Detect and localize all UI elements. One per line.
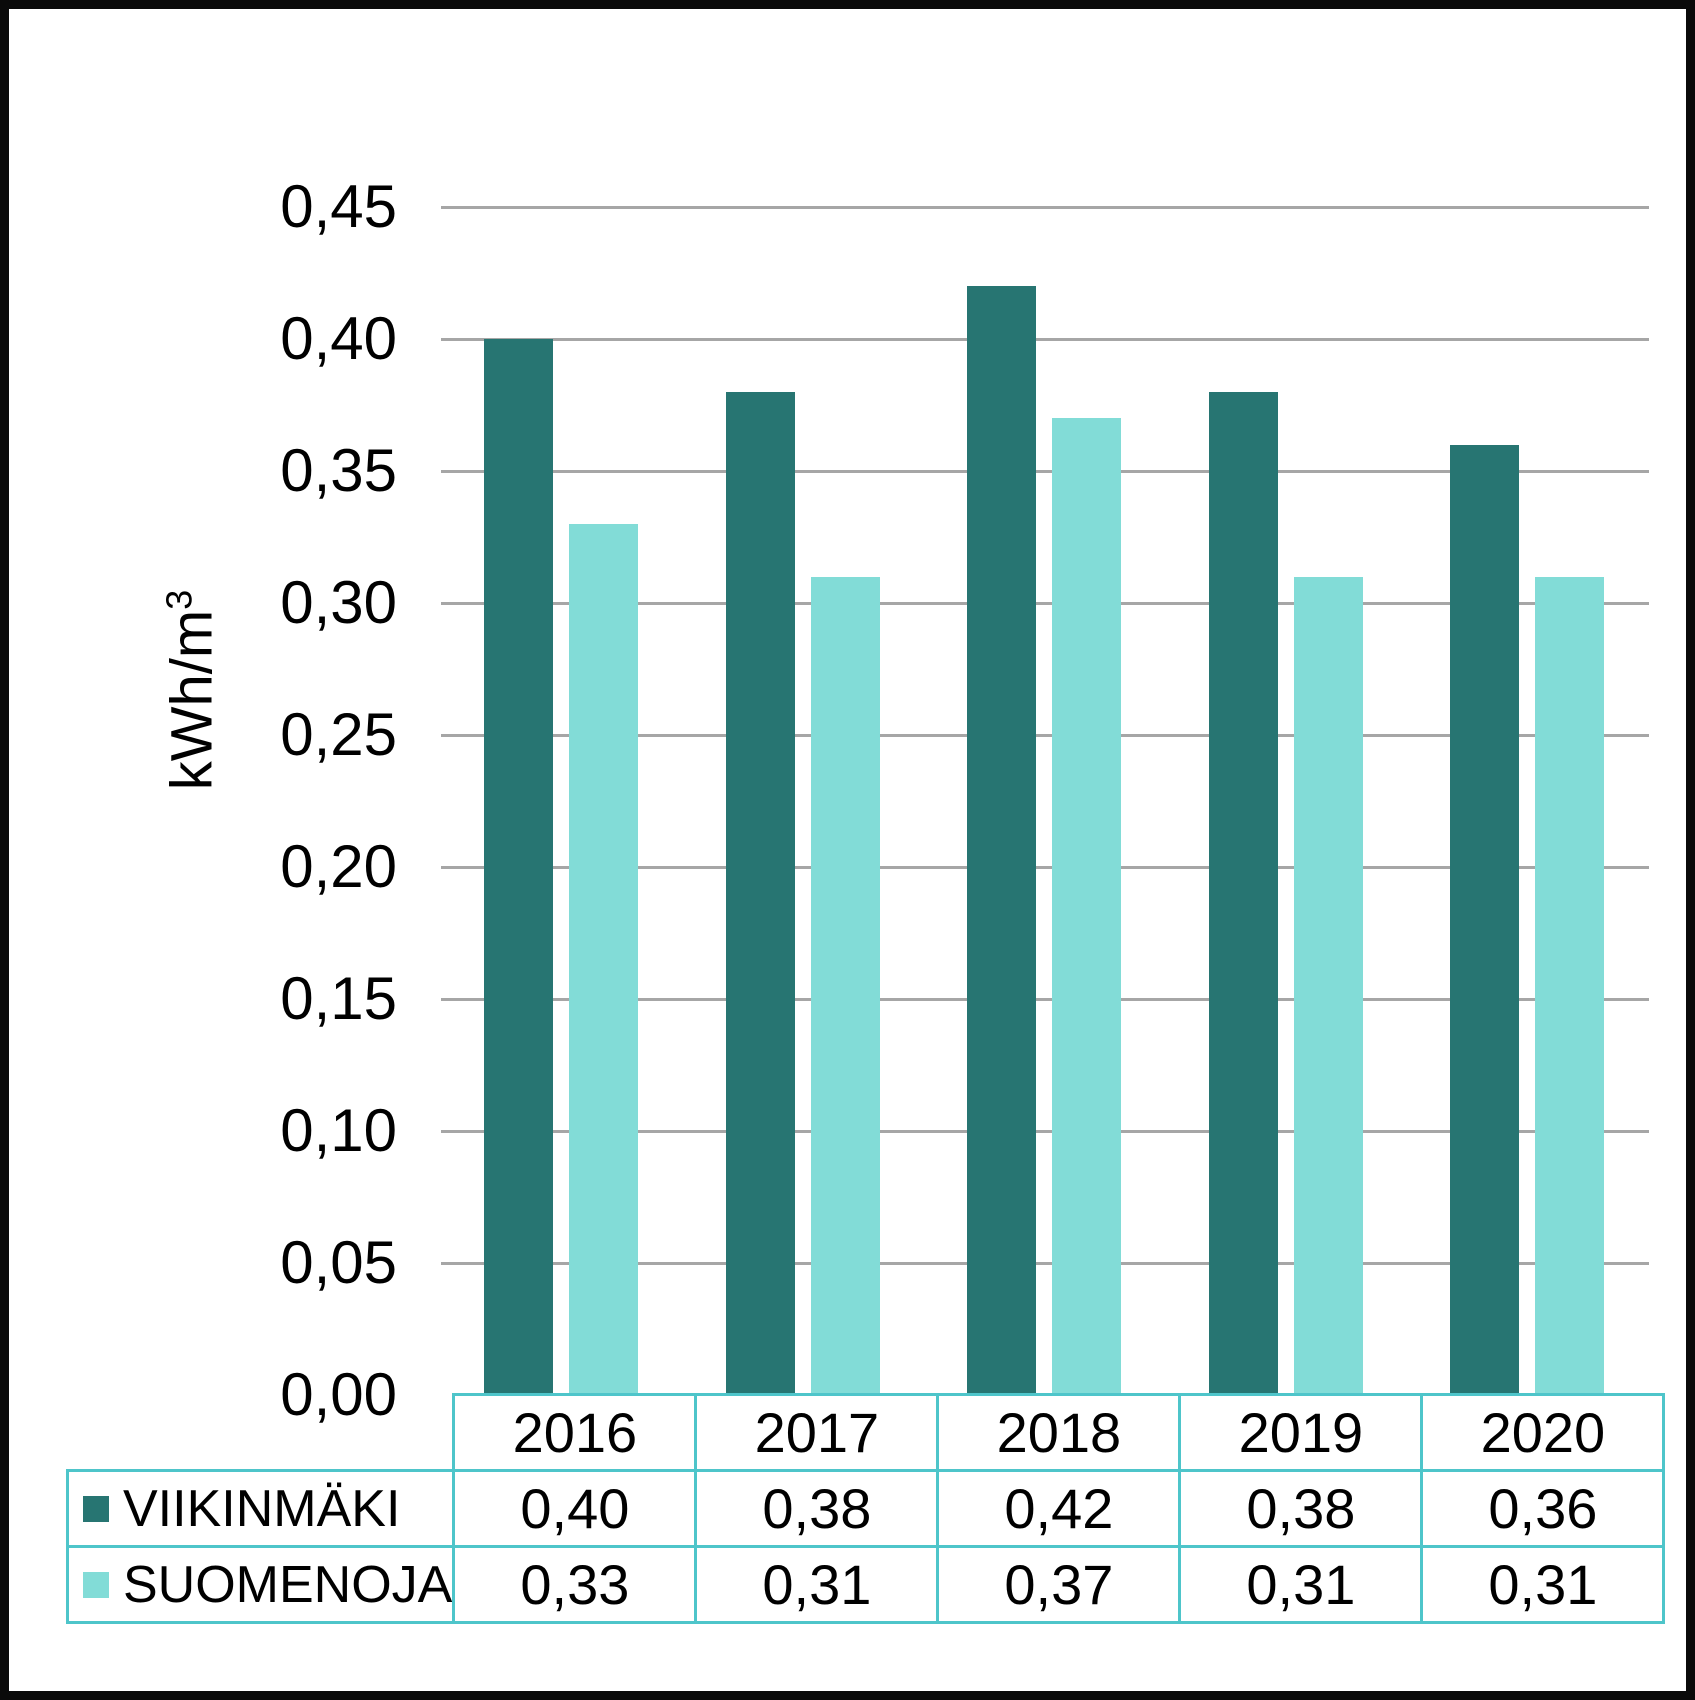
value-cell-suomenoja-2019: 0,31 (1178, 1545, 1424, 1624)
gridline (441, 1130, 1649, 1133)
gridline (441, 338, 1649, 341)
value-cell-viikinm-ki-2020: 0,36 (1420, 1469, 1666, 1548)
value-cell-suomenoja-2020: 0,31 (1420, 1545, 1666, 1624)
year-header-2019: 2019 (1178, 1393, 1424, 1472)
value-cell-suomenoja-2018: 0,37 (936, 1545, 1182, 1624)
bar-viikinm-ki-2016 (484, 339, 553, 1395)
year-header-2016: 2016 (452, 1393, 698, 1472)
table-corner-cell (68, 1395, 454, 1471)
gridline (441, 998, 1649, 1001)
gridline (441, 602, 1649, 605)
data-table-with-legend: 2016 2017 2018 2019 2020 VIIKINMÄKI 0,40 0,38 0,… (65, 1393, 1666, 1624)
legend-label-viikinm-ki: VIIKINMÄKI (123, 1479, 401, 1538)
y-tick-label-0-00: 0,00 (280, 1361, 397, 1428)
y-tick-label-0-45: 0,45 (280, 173, 397, 240)
value-cell-suomenoja-2016: 0,33 (452, 1545, 698, 1624)
legend-entry-viikinm-ki: VIIKINMÄKI (71, 1479, 451, 1539)
legend-label-suomenoja: SUOMENOJA (123, 1555, 453, 1614)
bar-viikinm-ki-2020 (1450, 445, 1519, 1395)
y-tick-label-0-05: 0,05 (280, 1229, 397, 1296)
value-cell-viikinm-ki-2019: 0,38 (1178, 1469, 1424, 1548)
value-cell-suomenoja-2017: 0,31 (694, 1545, 940, 1624)
y-tick-label-0-40: 0,40 (280, 305, 397, 372)
y-tick-label-0-10: 0,10 (280, 1097, 397, 1164)
gridline (441, 1262, 1649, 1265)
year-header-2018: 2018 (936, 1393, 1182, 1472)
value-cell-viikinm-ki-2016: 0,40 (452, 1469, 698, 1548)
y-tick-label-0-30: 0,30 (280, 569, 397, 636)
value-cell-viikinm-ki-2017: 0,38 (694, 1469, 940, 1548)
y-tick-label-0-35: 0,35 (280, 437, 397, 504)
legend-cell-suomenoja: SUOMENOJA (65, 1545, 456, 1624)
gridline (441, 734, 1649, 737)
bar-suomenoja-2020 (1535, 577, 1604, 1395)
bar-viikinm-ki-2019 (1209, 392, 1278, 1395)
y-tick-label-0-25: 0,25 (280, 701, 397, 768)
legend-entry-suomenoja: SUOMENOJA (71, 1555, 453, 1615)
bar-suomenoja-2017 (811, 577, 880, 1395)
y-tick-label-0-20: 0,20 (280, 833, 397, 900)
legend-swatch-viikinm-ki (83, 1495, 109, 1522)
bar-suomenoja-2018 (1052, 418, 1121, 1395)
bar-suomenoja-2019 (1294, 577, 1363, 1395)
gridline (441, 470, 1649, 473)
legend-cell-viikinm-ki: VIIKINMÄKI (65, 1469, 456, 1548)
value-cell-viikinm-ki-2018: 0,42 (936, 1469, 1182, 1548)
year-header-2017: 2017 (694, 1393, 940, 1472)
y-tick-label-0-15: 0,15 (280, 965, 397, 1032)
bar-viikinm-ki-2017 (726, 392, 795, 1395)
legend-swatch-suomenoja (83, 1571, 109, 1598)
gridline (441, 206, 1649, 209)
year-header-2020: 2020 (1420, 1393, 1666, 1472)
bar-suomenoja-2016 (569, 524, 638, 1395)
bar-viikinm-ki-2018 (967, 286, 1036, 1395)
gridline (441, 866, 1649, 869)
